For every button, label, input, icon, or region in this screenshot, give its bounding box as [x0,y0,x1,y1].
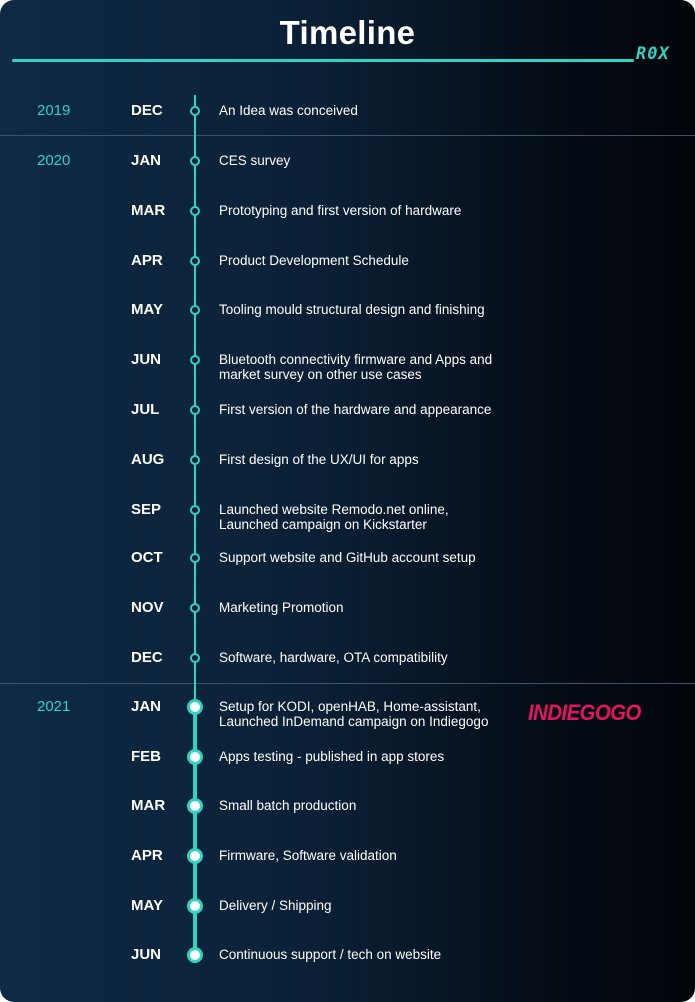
event-line: First version of the hardware and appear… [219,402,492,417]
event-description: Bluetooth connectivity firmware and Apps… [219,352,539,382]
timeline-dot [190,455,200,465]
event-description: Apps testing - published in app stores [219,749,539,764]
month-label: DEC [131,102,163,119]
event-description: CES survey [219,153,539,168]
month-label: MAY [131,897,163,914]
event-line: First design of the UX/UI for apps [219,452,419,467]
event-description: Product Development Schedule [219,253,539,268]
event-description: Marketing Promotion [219,600,539,615]
year-divider-2021 [0,683,695,684]
month-label: OCT [131,549,163,566]
event-line: Apps testing - published in app stores [219,749,445,764]
event-description: Prototyping and first version of hardwar… [219,203,539,218]
year-label-2021: 2021 [37,698,71,715]
timeline-dot [187,947,203,963]
event-description: Small batch production [219,798,539,813]
event-line: Product Development Schedule [219,253,409,268]
event-line: Firmware, Software validation [219,848,397,863]
year-divider-2020 [0,135,695,136]
timeline-line-current [193,703,197,963]
year-label-2020: 2020 [37,152,71,169]
month-label: MAY [131,301,163,318]
event-line: Launched campaign on Kickstarter [219,517,427,532]
timeline-dot [190,653,200,663]
event-description: First version of the hardware and appear… [219,402,539,417]
month-label: MAR [131,202,166,219]
month-label: JUN [131,351,162,368]
timeline-dot [190,206,200,216]
rox-logo: R0X [636,44,670,64]
month-label: JAN [131,152,162,169]
month-label: AUG [131,451,165,468]
event-line: Small batch production [219,798,357,813]
month-label: JAN [131,698,162,715]
event-line: Tooling mould structural design and fini… [219,302,485,317]
event-description: Support website and GitHub account setup [219,550,539,565]
timeline-dot [190,355,200,365]
event-line: Prototyping and first version of hardwar… [219,203,462,218]
event-line: An Idea was conceived [219,103,358,118]
month-label: NOV [131,599,164,616]
month-label: APR [131,252,163,269]
timeline-dot [190,603,200,613]
title-underline [12,59,634,62]
timeline-dot [187,848,203,864]
event-description: First design of the UX/UI for apps [219,452,539,467]
timeline-dot [187,699,203,715]
timeline-dot [190,505,200,515]
event-description: An Idea was conceived [219,103,539,118]
event-line: Software, hardware, OTA compatibility [219,650,448,665]
timeline-dot [187,749,203,765]
event-line: Support website and GitHub account setup [219,550,476,565]
event-description: Tooling mould structural design and fini… [219,302,539,317]
month-label: SEP [131,501,162,518]
event-description: Software, hardware, OTA compatibility [219,650,539,665]
event-description: Setup for KODI, openHAB, Home-assistant,… [219,699,539,729]
indiegogo-logo: INDIEGOGO [528,700,641,725]
timeline-dot [190,106,200,116]
month-label: JUN [131,946,162,963]
timeline-dot [187,898,203,914]
month-label: APR [131,847,163,864]
month-label: FEB [131,748,161,765]
year-label-2019: 2019 [37,102,71,119]
event-line: Continuous support / tech on website [219,947,442,962]
event-description: Launched website Remodo.net online, Launc… [219,502,539,532]
event-description: Firmware, Software validation [219,848,539,863]
event-line: market survey on other use cases [219,367,422,382]
timeline-dot [190,156,200,166]
timeline-dot [190,553,200,563]
timeline-dot [190,405,200,415]
month-label: JUL [131,401,160,418]
event-description: Continuous support / tech on website [219,947,539,962]
timeline-dot [187,798,203,814]
timeline-dot [190,256,200,266]
event-line: Marketing Promotion [219,600,344,615]
month-label: MAR [131,797,166,814]
page-title: Timeline [279,14,416,51]
event-line: Setup for KODI, openHAB, Home-assistant, [219,699,481,714]
timeline-line-past [194,95,196,703]
event-line: CES survey [219,153,291,168]
timeline-dot [190,305,200,315]
event-line: Launched website Remodo.net online, [219,502,449,517]
event-line: Launched InDemand campaign on Indiegogo [219,714,489,729]
event-line: Delivery / Shipping [219,898,332,913]
event-description: Delivery / Shipping [219,898,539,913]
event-line: Bluetooth connectivity firmware and Apps… [219,352,493,367]
month-label: DEC [131,649,163,666]
